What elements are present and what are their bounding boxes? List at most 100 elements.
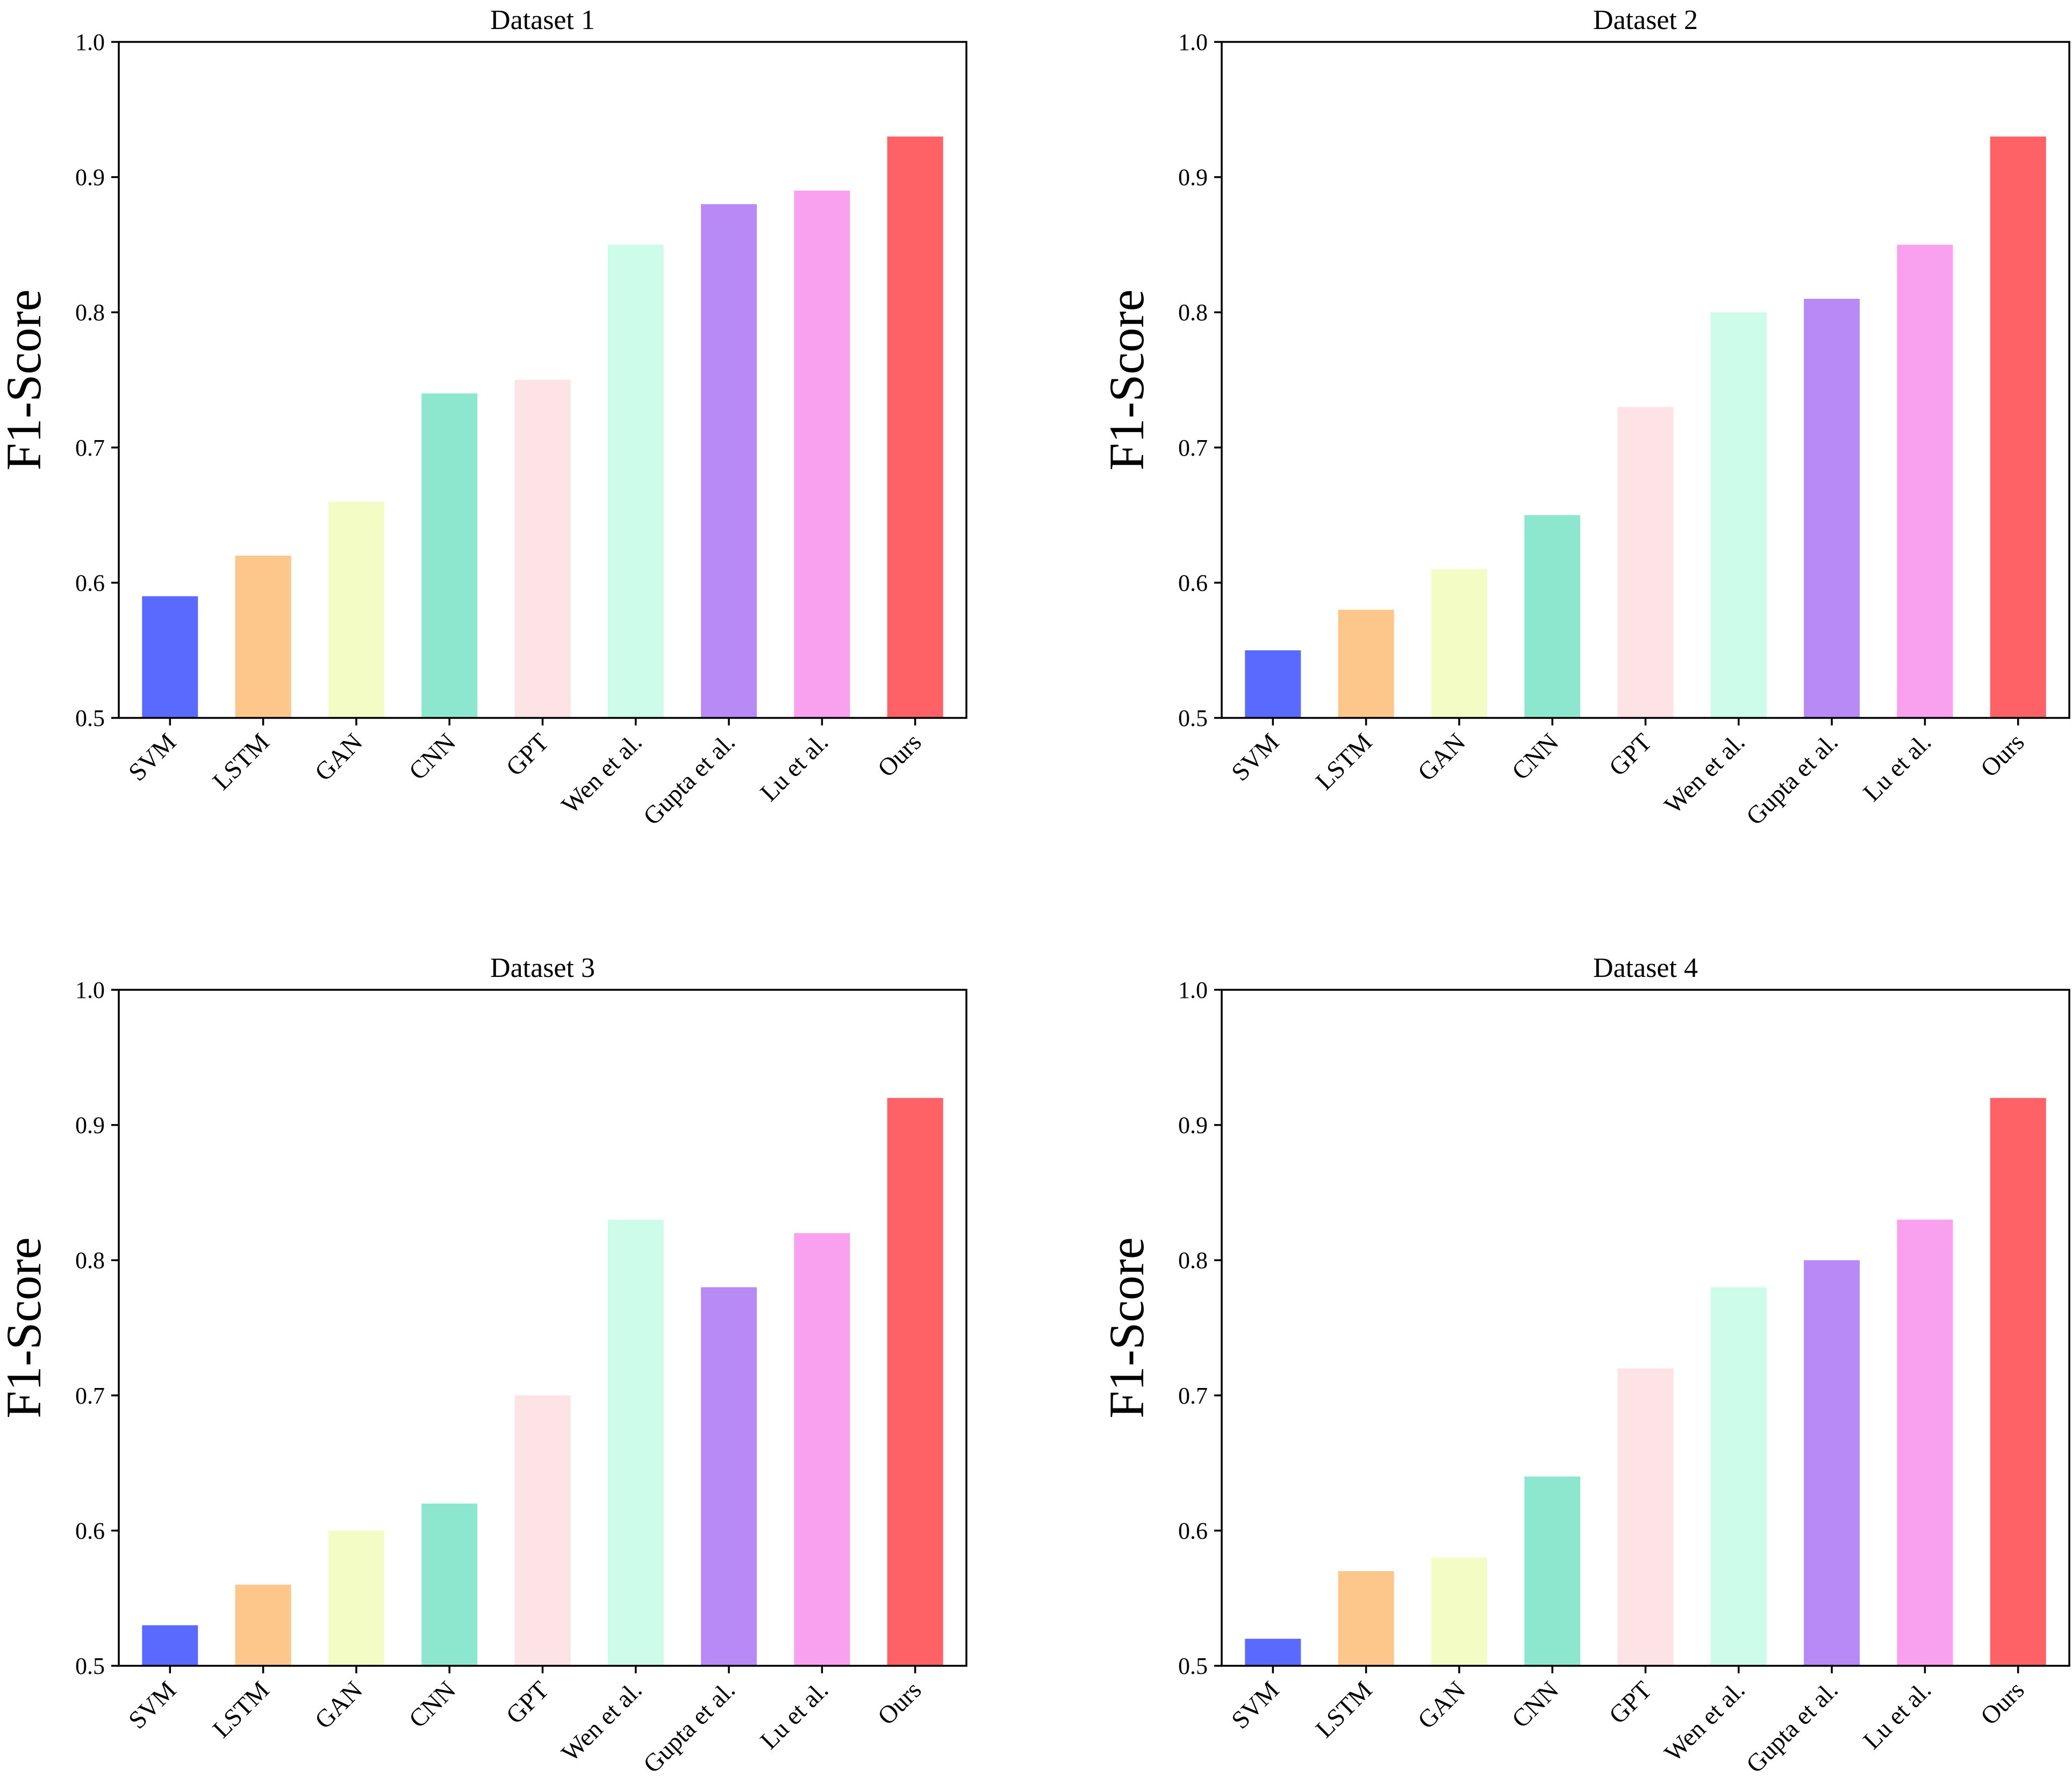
x-tick-label: GAN bbox=[1413, 1676, 1471, 1735]
bar-svm bbox=[142, 1625, 198, 1666]
bar-gan bbox=[328, 501, 384, 718]
x-tick-label: LSTM bbox=[207, 1676, 275, 1743]
y-tick-label: 1.0 bbox=[75, 977, 105, 1003]
bar-gupta-et-al bbox=[1804, 299, 1860, 718]
bar-gupta-et-al bbox=[701, 1287, 757, 1666]
x-tick-label: Gupta et al. bbox=[1741, 1676, 1844, 1779]
x-tick-label: Wen et al. bbox=[556, 1676, 648, 1767]
x-tick-label: GAN bbox=[310, 1676, 368, 1735]
y-tick-label: 0.7 bbox=[75, 435, 105, 461]
bar-svm bbox=[142, 596, 198, 718]
bar-cnn bbox=[1524, 515, 1581, 718]
bar-svm bbox=[1245, 1638, 1301, 1666]
x-tick-label: GAN bbox=[1413, 728, 1471, 787]
bar-gupta-et-al bbox=[701, 204, 757, 718]
x-tick-label: LSTM bbox=[1310, 1676, 1378, 1743]
x-tick-label: LSTM bbox=[1310, 728, 1378, 795]
bar-gpt bbox=[514, 1395, 571, 1666]
chart-panel-2: 0.5 0.6 0.7 0.8 0.9 1.0 SVM LSTM GAN CNN GPT Wen et… bbox=[1099, 5, 2070, 831]
x-tick-label: Wen et al. bbox=[1659, 728, 1751, 819]
chart-panel-1: 0.5 0.6 0.7 0.8 0.9 1.0 SVM LSTM GAN CNN GPT Wen et… bbox=[0, 5, 967, 831]
y-tick-label: 0.7 bbox=[1178, 435, 1208, 461]
bar-gpt bbox=[1617, 407, 1674, 718]
x-tick-label: Lu et al. bbox=[1858, 728, 1937, 807]
x-tick-label: Ours bbox=[1975, 1676, 2030, 1730]
bar-svm bbox=[1245, 650, 1301, 718]
x-tick-label: GPT bbox=[1604, 1676, 1658, 1730]
bar-gpt bbox=[514, 380, 571, 718]
bar-lu-et-al bbox=[1897, 244, 1953, 718]
x-tick-label: SVM bbox=[1226, 1676, 1285, 1735]
x-tick-label: CNN bbox=[1507, 728, 1564, 786]
bar-lstm bbox=[1338, 1571, 1394, 1666]
y-axis-label: F1-Score bbox=[0, 289, 51, 470]
x-tick-label: GPT bbox=[501, 1676, 555, 1730]
y-tick-label: 0.6 bbox=[1178, 1517, 1208, 1544]
y-tick-label: 0.8 bbox=[1178, 299, 1208, 326]
bar-ours bbox=[1990, 136, 2046, 718]
y-tick-label: 0.9 bbox=[75, 164, 105, 191]
bar-lstm bbox=[1338, 609, 1394, 718]
bar-gan bbox=[328, 1530, 384, 1666]
y-tick-label: 0.9 bbox=[75, 1112, 105, 1139]
y-tick-label: 0.5 bbox=[1178, 1653, 1208, 1679]
bar-wen-et-al bbox=[607, 1219, 664, 1666]
bar-lu-et-al bbox=[794, 190, 850, 718]
x-tick-label: Ours bbox=[872, 1676, 927, 1730]
y-tick-label: 0.6 bbox=[1178, 570, 1208, 596]
y-axis-label: F1-Score bbox=[0, 1237, 51, 1418]
x-tick-label: Gupta et al. bbox=[638, 728, 741, 831]
y-tick-label: 0.6 bbox=[75, 570, 105, 596]
bar-gan bbox=[1431, 569, 1487, 718]
x-tick-label: GPT bbox=[501, 728, 555, 782]
y-tick-label: 0.8 bbox=[75, 1247, 105, 1274]
bar-lstm bbox=[235, 556, 291, 718]
bar-lu-et-al bbox=[794, 1233, 850, 1666]
chart-panel-4: 0.5 0.6 0.7 0.8 0.9 1.0 SVM LSTM GAN CNN GPT Wen et… bbox=[1099, 953, 2070, 1779]
x-tick-label: CNN bbox=[404, 728, 461, 786]
x-tick-label: Wen et al. bbox=[1659, 1676, 1751, 1767]
y-axis-label: F1-Score bbox=[1099, 1237, 1154, 1418]
y-tick-label: 0.9 bbox=[1178, 1112, 1208, 1139]
bar-wen-et-al bbox=[1710, 312, 1767, 718]
bar-ours bbox=[887, 1098, 943, 1666]
bar-gupta-et-al bbox=[1804, 1260, 1860, 1666]
y-axis-label: F1-Score bbox=[1099, 289, 1154, 470]
chart-title: Dataset 3 bbox=[490, 953, 595, 983]
bar-cnn bbox=[1524, 1476, 1581, 1666]
bar-cnn bbox=[421, 1504, 478, 1666]
x-tick-label: SVM bbox=[1226, 728, 1285, 787]
y-tick-label: 0.8 bbox=[1178, 1247, 1208, 1274]
y-tick-label: 0.8 bbox=[75, 299, 105, 326]
y-tick-label: 0.5 bbox=[75, 705, 105, 731]
bar-wen-et-al bbox=[1710, 1287, 1767, 1666]
chart-title: Dataset 4 bbox=[1593, 953, 1698, 983]
y-tick-label: 0.5 bbox=[1178, 705, 1208, 731]
bar-gpt bbox=[1617, 1368, 1674, 1666]
x-tick-label: Lu et al. bbox=[755, 728, 834, 807]
x-tick-label: Lu et al. bbox=[755, 1676, 834, 1755]
chart-panel-3: 0.5 0.6 0.7 0.8 0.9 1.0 SVM LSTM GAN CNN GPT Wen et… bbox=[0, 953, 967, 1779]
y-tick-label: 1.0 bbox=[75, 29, 105, 55]
bar-ours bbox=[1990, 1098, 2046, 1666]
y-tick-label: 1.0 bbox=[1178, 977, 1208, 1003]
y-tick-label: 0.9 bbox=[1178, 164, 1208, 191]
x-tick-label: Ours bbox=[872, 728, 927, 782]
x-tick-label: Gupta et al. bbox=[1741, 728, 1844, 831]
bar-ours bbox=[887, 136, 943, 718]
y-tick-label: 0.7 bbox=[1178, 1383, 1208, 1409]
x-tick-label: CNN bbox=[404, 1676, 461, 1734]
x-tick-label: SVM bbox=[123, 1676, 182, 1735]
y-tick-label: 0.5 bbox=[75, 1653, 105, 1679]
chart-title: Dataset 2 bbox=[1593, 5, 1698, 35]
x-tick-label: Wen et al. bbox=[556, 728, 648, 819]
bar-wen-et-al bbox=[607, 244, 664, 718]
bar-cnn bbox=[421, 393, 478, 718]
y-tick-label: 0.7 bbox=[75, 1383, 105, 1409]
y-tick-label: 1.0 bbox=[1178, 29, 1208, 55]
bar-gan bbox=[1431, 1557, 1487, 1666]
bar-lstm bbox=[235, 1585, 291, 1666]
x-tick-label: GAN bbox=[310, 728, 368, 787]
x-tick-label: Lu et al. bbox=[1858, 1676, 1937, 1755]
